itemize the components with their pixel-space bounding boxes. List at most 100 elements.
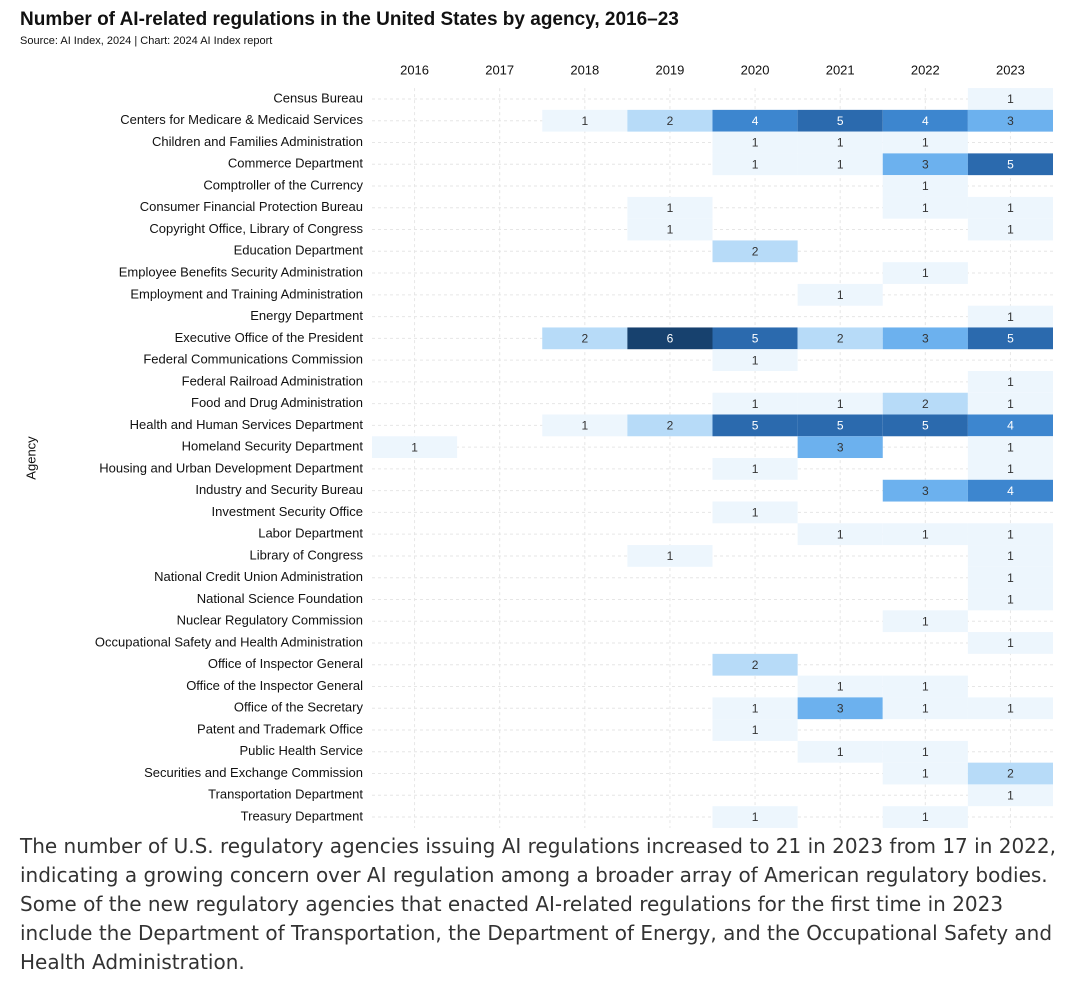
heatmap-cell: [627, 414, 713, 437]
heatmap-cell: [882, 153, 968, 176]
heatmap-cell: [967, 370, 1053, 393]
cell-label: 1: [922, 614, 929, 628]
heatmap-cell: [712, 806, 798, 828]
heatmap-cell: [882, 479, 968, 502]
y-tick-label: Investment Security Office: [212, 504, 364, 519]
y-tick-label: Industry and Security Bureau: [195, 482, 363, 497]
cell-label: 2: [752, 244, 759, 258]
heatmap-cell: [627, 327, 713, 350]
heatmap-cell: [712, 392, 798, 415]
heatmap-cell: [712, 414, 798, 437]
y-tick-label: Nuclear Regulatory Commission: [177, 613, 363, 628]
cell-label: 1: [1007, 462, 1014, 476]
heatmap-cell: [967, 109, 1053, 132]
heatmap-cell: [967, 697, 1053, 720]
heatmap-cell: [967, 88, 1053, 110]
heatmap-cell: [882, 414, 968, 437]
heatmap-cell: [967, 392, 1053, 415]
chart-title: Number of AI-related regulations in the …: [20, 9, 679, 30]
cell-label: 1: [1007, 571, 1014, 585]
cell-label: 5: [1007, 332, 1014, 346]
cell-label: 2: [1007, 767, 1014, 781]
heatmap-cell: [882, 175, 968, 197]
y-tick-label: Census Bureau: [273, 90, 363, 105]
y-tick-label: Children and Families Administration: [152, 134, 363, 149]
cell-label: 1: [411, 440, 418, 454]
heatmap-cell: [967, 588, 1053, 611]
cell-label: 1: [1007, 701, 1014, 715]
y-tick-label: Health and Human Services Department: [130, 417, 364, 432]
heatmap-cell: [967, 479, 1053, 502]
heatmap-cell: [967, 414, 1053, 437]
heatmap-cell: [797, 523, 883, 546]
heatmap-cell: [712, 458, 798, 480]
y-tick-label: Employment and Training Administration: [130, 286, 363, 301]
heatmap-cell: [542, 414, 628, 437]
heatmap-cell: [967, 566, 1053, 589]
y-tick-label: Employee Benefits Security Administratio…: [119, 264, 363, 279]
heatmap-cell: [797, 436, 883, 459]
cell-label: 1: [752, 353, 759, 367]
heatmap-cell: [882, 131, 968, 154]
heatmap-cell: [967, 784, 1053, 807]
heatmap-cell: [797, 414, 883, 437]
heatmap-cell: [882, 806, 968, 828]
y-tick-label: Homeland Security Department: [182, 439, 364, 454]
y-tick-label: Housing and Urban Development Department: [99, 460, 363, 475]
y-tick-label: National Science Foundation: [197, 591, 363, 606]
cell-label: 2: [581, 332, 588, 346]
y-tick-label: Federal Communications Commission: [143, 352, 363, 367]
cell-label: 1: [922, 810, 929, 824]
cell-label: 1: [1007, 92, 1014, 106]
heatmap-cell: [882, 762, 968, 785]
heatmap-cell: [967, 436, 1053, 459]
heatmap-cell: [967, 218, 1053, 241]
cell-label: 1: [1007, 593, 1014, 607]
heatmap-cell: [967, 632, 1053, 654]
x-tick-label: 2021: [826, 62, 855, 77]
chart-subtitle: Source: AI Index, 2024 | Chart: 2024 AI …: [20, 35, 272, 47]
y-tick-label: Office of the Inspector General: [186, 678, 363, 693]
heatmap-cell: [712, 653, 798, 676]
heatmap-cell: [797, 283, 883, 306]
y-tick-label: Education Department: [234, 243, 364, 258]
cell-label: 6: [667, 332, 674, 346]
y-axis-label: Agency: [23, 436, 38, 480]
cell-label: 3: [922, 157, 929, 171]
x-tick-label: 2018: [570, 62, 599, 77]
chart: Number of AI-related regulations in the …: [20, 9, 1053, 828]
cell-label: 1: [581, 114, 588, 128]
y-tick-label: Copyright Office, Library of Congress: [149, 221, 363, 236]
heatmap-cell: [797, 697, 883, 720]
cell-label: 2: [667, 114, 674, 128]
cell-label: 1: [1007, 375, 1014, 389]
heatmap-cell: [542, 327, 628, 350]
y-tick-label: Library of Congress: [250, 547, 364, 562]
cell-label: 1: [752, 810, 759, 824]
cell-label: 1: [667, 223, 674, 237]
cell-label: 4: [752, 114, 759, 128]
heatmap-cell: [627, 218, 713, 241]
heatmap-cell: [882, 262, 968, 284]
cell-label: 1: [752, 136, 759, 150]
cell-label: 5: [752, 332, 759, 346]
cell-label: 1: [1007, 223, 1014, 237]
cell-label: 2: [667, 419, 674, 433]
heatmap-cell: [797, 392, 883, 415]
heatmap-cell: [797, 109, 883, 132]
cell-label: 1: [1007, 527, 1014, 541]
cell-label: 4: [1007, 484, 1014, 498]
heatmap-cell: [967, 196, 1053, 219]
heatmap-cell: [542, 109, 628, 132]
cell-label: 3: [922, 332, 929, 346]
heatmap-cell: [712, 349, 798, 371]
heatmap-cell: [882, 740, 968, 763]
cell-label: 1: [1007, 636, 1014, 650]
cell-label: 1: [1007, 788, 1014, 802]
y-tick-label: Energy Department: [250, 308, 363, 323]
heatmap-cell: [712, 109, 798, 132]
cell-label: 1: [922, 179, 929, 193]
y-tick-label: Treasury Department: [241, 808, 364, 823]
heatmap-cell: [797, 740, 883, 763]
cell-label: 1: [667, 201, 674, 215]
